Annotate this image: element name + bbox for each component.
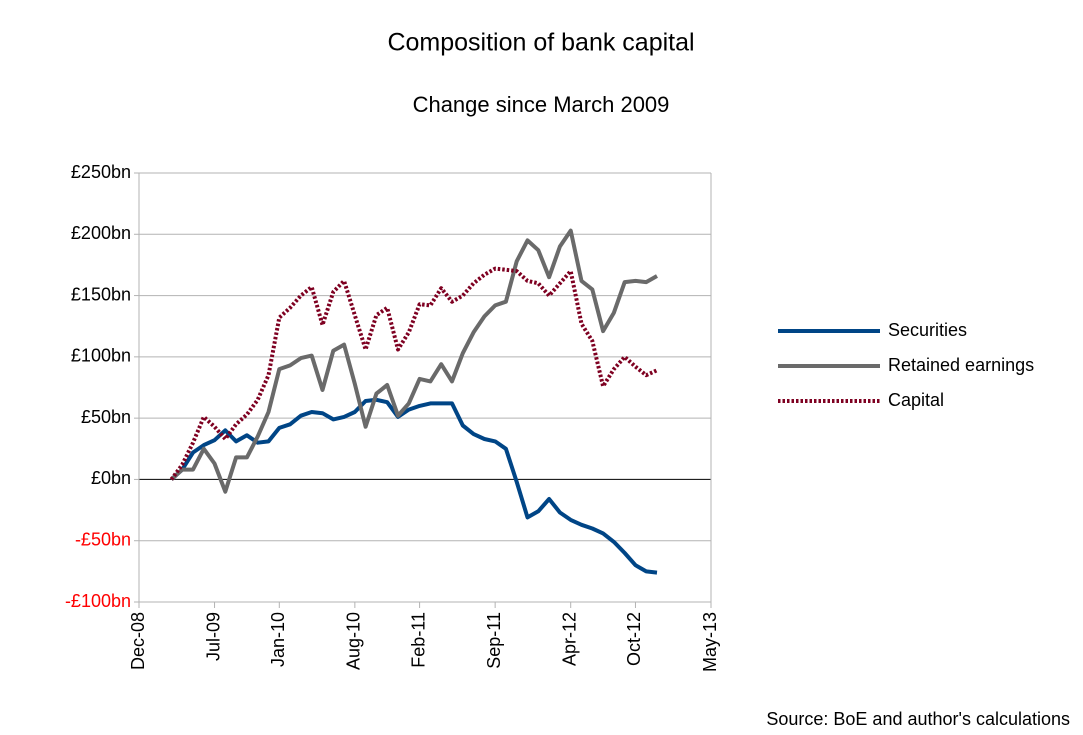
x-tick-label: Sep-11 <box>484 612 504 669</box>
y-tick-label: £150bn <box>71 284 131 304</box>
x-tick-label: Feb-11 <box>408 612 428 668</box>
source-note: Source: BoE and author's calculations <box>766 709 1070 729</box>
legend-label: Retained earnings <box>888 355 1034 375</box>
legend-label: Capital <box>888 390 944 410</box>
x-tick-label: May-13 <box>700 612 720 672</box>
y-tick-label: £100bn <box>71 346 131 366</box>
y-tick-label: £250bn <box>71 162 131 182</box>
x-tick-label: Oct-12 <box>624 612 644 666</box>
x-tick-label: Jul-09 <box>203 612 223 661</box>
series-line <box>169 266 658 481</box>
series-line <box>170 397 658 575</box>
y-tick-label: £0bn <box>91 468 131 488</box>
x-tick-label: Apr-12 <box>559 612 579 666</box>
legend-label: Securities <box>888 320 967 340</box>
y-tick-label: -£100bn <box>65 591 131 611</box>
x-tick-label: Jan-10 <box>268 612 288 667</box>
chart-title: Composition of bank capital <box>387 29 694 57</box>
y-tick-label: -£50bn <box>75 529 131 549</box>
series-line <box>170 228 658 494</box>
x-tick-label: Aug-10 <box>344 612 364 670</box>
y-tick-label: £200bn <box>71 223 131 243</box>
x-tick-label: Dec-08 <box>128 612 148 670</box>
chart-subtitle: Change since March 2009 <box>413 92 670 117</box>
y-tick-label: £50bn <box>81 407 131 427</box>
